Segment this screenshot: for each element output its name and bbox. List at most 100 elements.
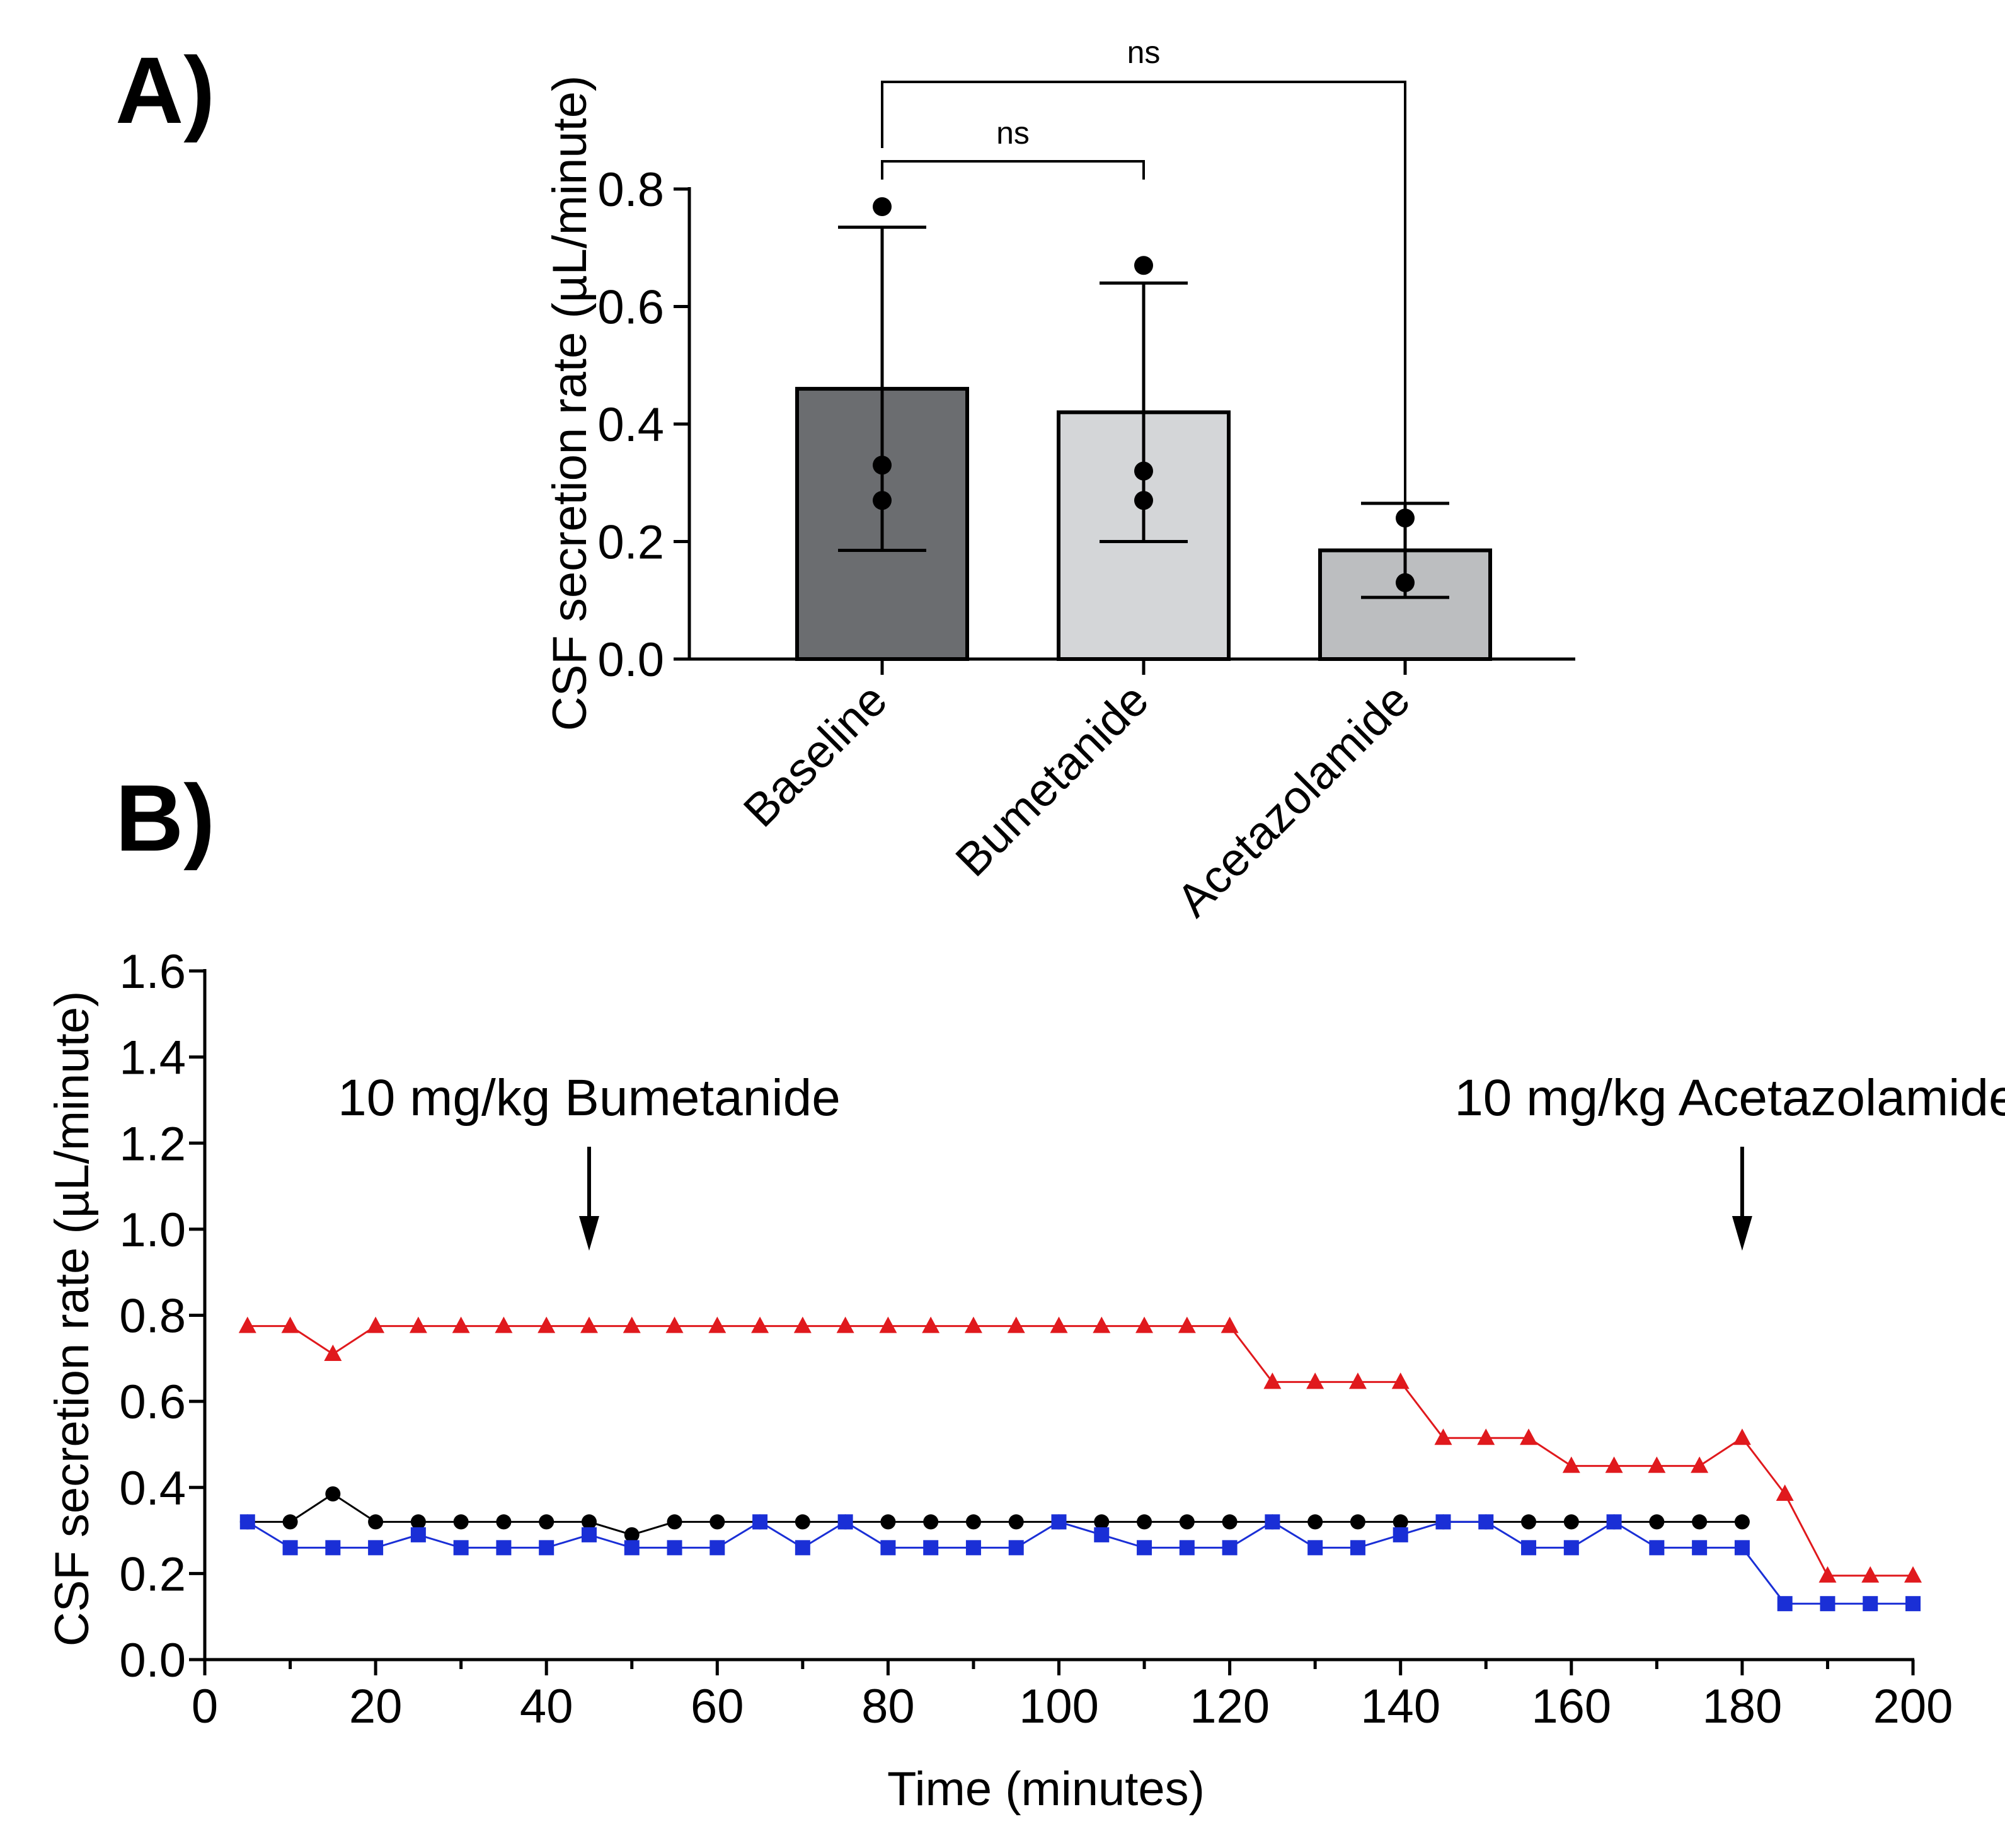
series-red-triangles: [238, 1316, 1922, 1583]
data-point-triangle: [836, 1316, 854, 1333]
panel-a-significance-brackets: ns ns: [881, 35, 1406, 503]
data-point-circle: [325, 1486, 341, 1501]
data-point-triangle: [1093, 1316, 1111, 1333]
data-point-triangle: [1007, 1316, 1025, 1333]
data-point-triangle: [1306, 1372, 1324, 1389]
data-point-triangle: [751, 1316, 769, 1333]
x-tick-label: 120: [1190, 1680, 1270, 1733]
data-point-triangle: [708, 1316, 727, 1333]
data-point-square: [1051, 1514, 1067, 1530]
annotation-arrow-head: [578, 1216, 599, 1251]
annotation-arrow-head: [1732, 1216, 1752, 1251]
data-point-square: [1692, 1540, 1708, 1556]
panel-a: A) CSF secretion rate (µL/minute) 0.0 0.2…: [115, 35, 1575, 927]
x-tick-label: 80: [861, 1680, 915, 1733]
data-point-triangle: [1520, 1428, 1538, 1445]
data-point-baseline: [873, 197, 892, 216]
data-point-triangle: [1562, 1456, 1580, 1473]
significance-label: ns: [1127, 35, 1161, 70]
data-point-triangle: [409, 1316, 427, 1333]
data-point-square: [1863, 1596, 1878, 1612]
y-tick-label: 0.6: [119, 1375, 186, 1429]
panel-b: B) CSF secretion rate (µL/minute) Time (…: [45, 765, 2005, 1816]
annotation-text: 10 mg/kg Acetazolamide: [1454, 1069, 2005, 1127]
panel-a-y-ticks: 0.0 0.2 0.4 0.6 0.8: [597, 163, 689, 687]
data-point-circle: [1179, 1514, 1195, 1530]
data-point-circle: [1692, 1514, 1708, 1530]
data-point-triangle: [281, 1316, 299, 1333]
x-tick-label: 200: [1873, 1680, 1953, 1733]
data-point-triangle: [1648, 1456, 1666, 1473]
data-point-triangle: [922, 1316, 940, 1333]
data-point-triangle: [623, 1316, 641, 1333]
panel-b-y-axis-title: CSF secretion rate (µL/minute): [45, 991, 99, 1647]
series-line-black-circles: [247, 1493, 1742, 1536]
data-point-triangle: [1733, 1428, 1751, 1445]
data-point-square: [1137, 1540, 1152, 1556]
data-point-circle: [795, 1514, 810, 1530]
data-point-triangle: [1221, 1316, 1239, 1333]
data-point-square: [1265, 1514, 1280, 1530]
data-point-circle: [368, 1514, 384, 1530]
data-point-square: [667, 1540, 682, 1556]
data-point-bumetanide: [1134, 491, 1153, 510]
data-point-bumetanide: [1134, 461, 1153, 481]
y-tick-label: 1.6: [119, 945, 186, 999]
series-black-circles: [239, 1486, 1750, 1542]
data-point-triangle: [1135, 1316, 1154, 1333]
data-point-triangle: [238, 1316, 256, 1333]
data-point-square: [282, 1540, 298, 1556]
data-point-circle: [923, 1514, 939, 1530]
data-point-triangle: [1178, 1316, 1196, 1333]
x-tick-label: 20: [349, 1680, 403, 1733]
data-point-triangle: [1605, 1456, 1623, 1473]
y-tick-label: 0.4: [119, 1462, 186, 1515]
data-point-circle: [1563, 1514, 1579, 1530]
y-tick-label: 0.8: [597, 163, 664, 217]
y-tick-label: 1.0: [119, 1203, 186, 1257]
data-point-triangle: [1391, 1372, 1410, 1389]
data-point-square: [1222, 1540, 1238, 1556]
data-point-square: [453, 1540, 469, 1556]
data-point-triangle: [1434, 1428, 1452, 1445]
data-point-square: [1307, 1540, 1323, 1556]
panel-b-annotations: 10 mg/kg Bumetanide 10 mg/kg Acetazolamid…: [338, 1069, 2005, 1251]
data-point-square: [496, 1540, 512, 1556]
category-label-acetazolamide: Acetazolamide: [1166, 674, 1420, 927]
data-point-acetazolamide: [1396, 508, 1415, 528]
data-point-acetazolamide: [1396, 573, 1415, 592]
category-label-bumetanide: Bumetanide: [945, 674, 1158, 887]
series-line-red-triangles: [247, 1325, 1913, 1577]
y-tick-label: 0.6: [597, 281, 664, 335]
data-point-triangle: [1348, 1372, 1367, 1389]
data-point-circle: [880, 1514, 896, 1530]
data-point-triangle: [537, 1316, 556, 1333]
category-label-baseline: Baseline: [733, 674, 897, 837]
data-point-square: [410, 1527, 426, 1542]
x-tick-label: 160: [1531, 1680, 1611, 1733]
data-point-triangle: [580, 1316, 598, 1333]
data-point-square: [880, 1540, 896, 1556]
data-point-square: [1393, 1527, 1408, 1542]
data-point-circle: [1521, 1514, 1537, 1530]
data-point-circle: [667, 1514, 682, 1530]
y-tick-label: 0.2: [119, 1547, 186, 1601]
data-point-baseline: [873, 456, 892, 475]
data-point-square: [1008, 1540, 1024, 1556]
data-point-circle: [624, 1527, 640, 1542]
data-point-square: [1179, 1540, 1195, 1556]
panel-a-y-axis-title: CSF secretion rate (µL/minute): [543, 76, 597, 732]
x-tick-label: 180: [1702, 1680, 1782, 1733]
data-point-bumetanide: [1134, 256, 1153, 275]
data-point-square: [1435, 1514, 1451, 1530]
data-point-circle: [1307, 1514, 1323, 1530]
data-point-circle: [1094, 1514, 1110, 1530]
data-point-square: [923, 1540, 939, 1556]
data-point-triangle: [1263, 1372, 1282, 1389]
x-tick-label: 0: [192, 1680, 218, 1733]
significance-bracket: [881, 81, 1406, 503]
series-blue-squares: [239, 1514, 1921, 1612]
y-tick-label: 0.8: [119, 1290, 186, 1343]
data-point-circle: [1350, 1514, 1365, 1530]
data-point-triangle: [324, 1344, 342, 1361]
